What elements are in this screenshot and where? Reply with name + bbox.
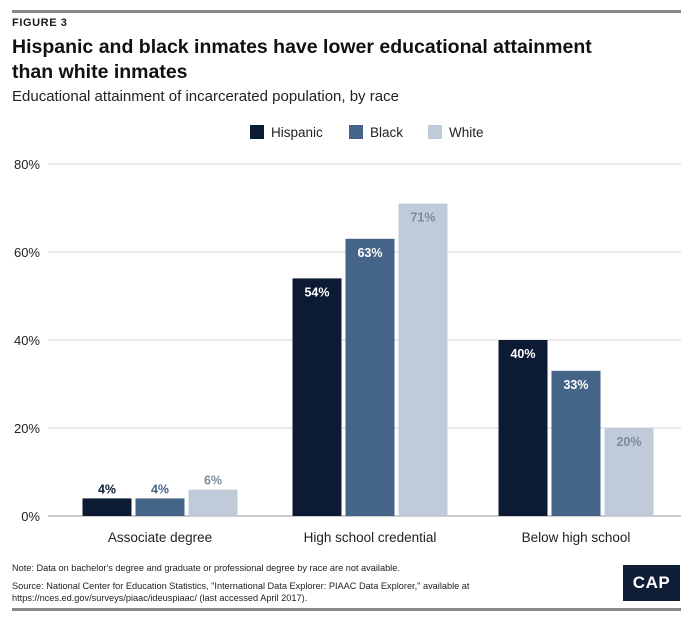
cap-logo: CAP (623, 565, 680, 601)
figure-label: FIGURE 3 (12, 17, 68, 29)
bar (604, 428, 654, 516)
y-tick-label: 60% (14, 245, 40, 260)
chart-subtitle: Educational attainment of incarcerated p… (12, 88, 399, 105)
legend-label: Black (370, 125, 403, 140)
legend-swatch (250, 125, 264, 139)
bar (188, 489, 238, 516)
bar (345, 238, 395, 517)
x-tick-label: High school credential (304, 530, 437, 545)
y-tick-label: 0% (21, 509, 40, 524)
chart-area: 0% 20% 40% 60% 80% Hispanic Black White 4% 4% 6% As… (14, 125, 681, 545)
data-label: 71% (410, 211, 435, 225)
bar (292, 278, 342, 516)
legend-label: Hispanic (271, 125, 323, 140)
bottom-rule (12, 608, 681, 611)
data-label: 54% (304, 285, 329, 299)
bar (551, 370, 601, 516)
x-tick-label: Associate degree (108, 530, 212, 545)
data-label: 40% (510, 347, 535, 361)
data-label: 4% (98, 482, 116, 496)
data-label: 4% (151, 482, 169, 496)
legend-label: White (449, 125, 484, 140)
bar (398, 203, 448, 516)
data-label: 33% (563, 378, 588, 392)
legend-swatch (349, 125, 363, 139)
legend-swatch (428, 125, 442, 139)
data-label: 63% (357, 246, 382, 260)
y-tick-label: 80% (14, 157, 40, 172)
x-tick-label: Below high school (522, 530, 631, 545)
bar (498, 340, 548, 516)
bar (82, 498, 132, 516)
data-label: 6% (204, 474, 222, 488)
chart-source: Source: National Center for Education St… (12, 581, 470, 603)
y-tick-label: 40% (14, 333, 40, 348)
data-label: 20% (616, 435, 641, 449)
top-rule (12, 10, 681, 13)
bar (135, 498, 185, 516)
chart-title: Hispanic and black inmates have lower ed… (12, 36, 592, 83)
chart-note: Note: Data on bachelor's degree and grad… (12, 563, 400, 573)
y-tick-label: 20% (14, 421, 40, 436)
